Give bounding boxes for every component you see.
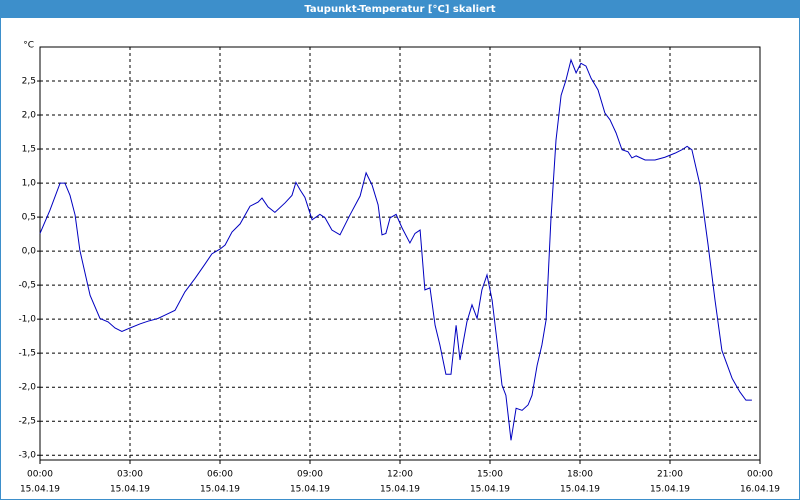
chart-title: Taupunkt-Temperatur [°C] skaliert [304, 4, 495, 15]
x-tick-date: 15.04.19 [380, 485, 420, 495]
title-bar [0, 0, 800, 18]
x-tick-date: 15.04.19 [20, 485, 60, 495]
y-tick-label: 2,0 [22, 111, 37, 121]
data-line [39, 58, 752, 441]
x-tick-date: 15.04.19 [470, 485, 510, 495]
x-tick-label: 15:00 [477, 470, 503, 480]
x-tick-label: 00:00 [27, 470, 53, 480]
x-tick-label: 18:00 [567, 470, 593, 480]
y-tick-label: 1,0 [22, 179, 37, 189]
y-tick-label: 0,5 [22, 213, 36, 223]
x-tick-date: 15.04.19 [650, 485, 690, 495]
x-tick-label: 00:00 [747, 470, 773, 480]
y-tick-label: -2,5 [18, 417, 36, 427]
x-tick-label: 03:00 [117, 470, 143, 480]
x-tick-label: 12:00 [387, 470, 413, 480]
x-tick-date: 15.04.19 [110, 485, 150, 495]
x-tick-label: 06:00 [207, 470, 233, 480]
y-tick-label: -3,0 [18, 451, 36, 461]
x-tick-label: 09:00 [297, 470, 323, 480]
x-tick-date: 16.04.19 [740, 485, 780, 495]
y-tick-label: 1,5 [22, 145, 36, 155]
y-tick-label: 0,0 [22, 247, 37, 257]
y-unit: °C [23, 41, 34, 51]
y-tick-label: -2,0 [18, 383, 36, 393]
y-tick-label: -1,5 [18, 349, 36, 359]
x-tick-label: 21:00 [657, 470, 683, 480]
y-tick-label: -0,5 [18, 281, 36, 291]
x-tick-date: 15.04.19 [290, 485, 330, 495]
y-tick-label: 2,5 [22, 77, 36, 87]
y-tick-label: -1,0 [18, 315, 36, 325]
x-tick-date: 15.04.19 [200, 485, 240, 495]
x-tick-date: 15.04.19 [560, 485, 600, 495]
